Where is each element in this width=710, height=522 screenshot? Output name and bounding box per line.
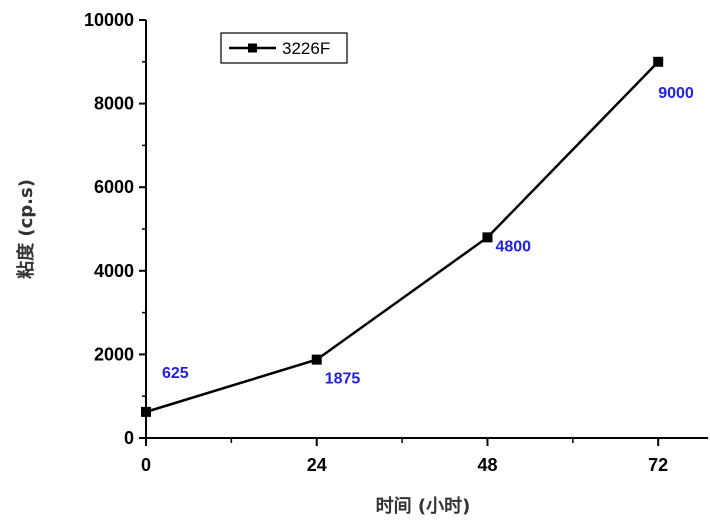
data-label: 9000 [658, 85, 694, 102]
y-tick-label: 10000 [84, 10, 134, 30]
x-axis-title: 时间 (小时) [376, 496, 471, 517]
legend: 3226F [220, 32, 348, 64]
y-axis-title: 粘度 (cp.s) [15, 179, 37, 279]
data-label: 625 [162, 365, 189, 382]
series-line-3226f [145, 60, 660, 414]
x-tick-label: 24 [307, 455, 327, 475]
y-tick-label: 0 [124, 428, 134, 448]
data-point-marker [311, 354, 322, 365]
data-label: 1875 [325, 371, 361, 388]
x-tick-label: 0 [141, 455, 151, 475]
x-tick-label: 48 [477, 455, 497, 475]
data-point-marker [141, 406, 151, 417]
plot-area: 625 1875 4800 9000 [141, 56, 694, 417]
axes: 0 2000 4000 6000 8000 10000 0 24 48 72 [84, 10, 708, 475]
y-tick-label: 8000 [94, 94, 134, 114]
legend-label: 3226F [282, 39, 330, 58]
legend-marker-sample [248, 43, 257, 53]
data-point-marker [482, 232, 493, 243]
y-tick-label: 2000 [94, 344, 134, 364]
data-point-marker [653, 56, 664, 67]
y-tick-label: 6000 [94, 177, 134, 197]
data-label: 4800 [495, 238, 531, 255]
y-tick-label: 4000 [94, 261, 134, 281]
x-tick-label: 72 [648, 455, 668, 475]
